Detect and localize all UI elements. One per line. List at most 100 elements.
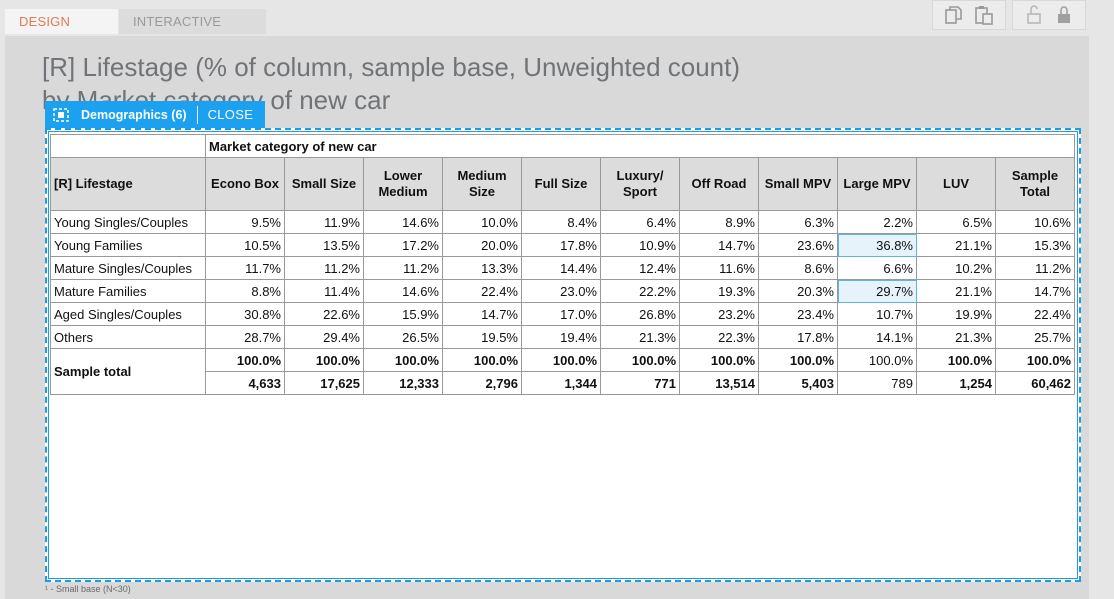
close-button[interactable]: CLOSE [207, 107, 254, 122]
table-cell[interactable]: 14.7% [679, 233, 759, 257]
table-cell[interactable]: 8.4% [521, 210, 601, 234]
table-cell[interactable]: 23.6% [758, 233, 838, 257]
table-cell[interactable]: 26.5% [363, 325, 443, 349]
table-cell[interactable]: 11.2% [995, 256, 1075, 280]
table-cell[interactable]: 23.2% [679, 302, 759, 326]
table-cell[interactable]: 14.7% [995, 279, 1075, 303]
table-cell[interactable]: 6.6% [837, 256, 917, 280]
sample-count-cell[interactable]: 5,403 [758, 371, 838, 395]
sample-count-cell[interactable]: 17,625 [284, 371, 364, 395]
sample-percent-cell[interactable]: 100.0% [600, 348, 680, 372]
tab-interactive-mode[interactable]: INTERACTIVE MODE [119, 9, 266, 54]
sample-count-cell[interactable]: 13,514 [679, 371, 759, 395]
sample-count-cell[interactable]: 60,462 [995, 371, 1075, 395]
table-cell[interactable]: 11.9% [284, 210, 364, 234]
table-cell[interactable]: 25.7% [995, 325, 1075, 349]
table-cell[interactable]: 10.5% [205, 233, 285, 257]
clipboard-group [932, 0, 1006, 30]
sample-percent-cell[interactable]: 100.0% [205, 348, 285, 372]
table-cell[interactable]: 22.4% [995, 302, 1075, 326]
table-cell[interactable]: 21.1% [916, 279, 996, 303]
table-cell[interactable]: 22.3% [679, 325, 759, 349]
table-cell[interactable]: 10.0% [442, 210, 522, 234]
sample-percent-cell[interactable]: 100.0% [521, 348, 601, 372]
sample-count-cell[interactable]: 1,254 [916, 371, 996, 395]
table-cell[interactable]: 22.6% [284, 302, 364, 326]
sample-percent-cell[interactable]: 100.0% [442, 348, 522, 372]
sample-count-cell[interactable]: 2,796 [442, 371, 522, 395]
table-cell[interactable]: 2.2% [837, 210, 917, 234]
sample-percent-cell[interactable]: 100.0% [284, 348, 364, 372]
table-cell[interactable]: 21.3% [600, 325, 680, 349]
table-cell[interactable]: 14.6% [363, 279, 443, 303]
sample-percent-cell[interactable]: 100.0% [758, 348, 838, 372]
table-cell[interactable]: 17.8% [758, 325, 838, 349]
table-cell[interactable]: 10.9% [600, 233, 680, 257]
table-cell[interactable]: 26.8% [600, 302, 680, 326]
table-cell[interactable]: 19.3% [679, 279, 759, 303]
table-cell[interactable]: 19.9% [916, 302, 996, 326]
table-cell[interactable]: 11.4% [284, 279, 364, 303]
sample-percent-cell[interactable]: 100.0% [916, 348, 996, 372]
column-header: Small MPV [758, 157, 838, 211]
table-cell[interactable]: 22.2% [600, 279, 680, 303]
table-cell[interactable]: 15.9% [363, 302, 443, 326]
select-frame-icon[interactable] [45, 101, 77, 128]
table-cell[interactable]: 13.3% [442, 256, 522, 280]
table-cell[interactable]: 11.2% [284, 256, 364, 280]
table-cell[interactable]: 11.2% [363, 256, 443, 280]
table-cell[interactable]: 14.4% [521, 256, 601, 280]
table-cell[interactable]: 17.2% [363, 233, 443, 257]
table-cell[interactable]: 19.5% [442, 325, 522, 349]
paste-icon[interactable] [969, 2, 999, 28]
sample-count-cell[interactable]: 771 [600, 371, 680, 395]
copy-icon[interactable] [939, 2, 969, 28]
table-cell[interactable]: 8.6% [758, 256, 838, 280]
table-cell[interactable]: 10.6% [995, 210, 1075, 234]
sample-percent-cell[interactable]: 100.0% [837, 348, 917, 372]
table-cell[interactable]: 17.0% [521, 302, 601, 326]
table-cell[interactable]: 21.3% [916, 325, 996, 349]
table-cell[interactable]: 14.6% [363, 210, 443, 234]
table-cell[interactable]: 10.2% [916, 256, 996, 280]
table-cell[interactable]: 20.3% [758, 279, 838, 303]
table-cell[interactable]: 19.4% [521, 325, 601, 349]
table-cell[interactable]: 6.3% [758, 210, 838, 234]
table-cell[interactable]: 29.4% [284, 325, 364, 349]
table-cell[interactable]: 14.1% [837, 325, 917, 349]
table-cell[interactable]: 12.4% [600, 256, 680, 280]
table-cell[interactable]: 28.7% [205, 325, 285, 349]
table-cell[interactable]: 6.5% [916, 210, 996, 234]
table-cell[interactable]: 9.5% [205, 210, 285, 234]
sample-percent-cell[interactable]: 100.0% [363, 348, 443, 372]
table-cell[interactable]: 20.0% [442, 233, 522, 257]
lock-icon[interactable] [1049, 2, 1079, 28]
table-cell[interactable]: 11.7% [205, 256, 285, 280]
table-cell[interactable]: 30.8% [205, 302, 285, 326]
table-cell[interactable]: 11.6% [679, 256, 759, 280]
table-cell[interactable]: 8.8% [205, 279, 285, 303]
table-cell[interactable]: 23.0% [521, 279, 601, 303]
toolbar [926, 0, 1086, 30]
sample-percent-cell[interactable]: 100.0% [679, 348, 759, 372]
table-cell[interactable]: 10.7% [837, 302, 917, 326]
table-cell[interactable]: 8.9% [679, 210, 759, 234]
lock-open-icon[interactable] [1019, 2, 1049, 28]
table-cell[interactable]: 17.8% [521, 233, 601, 257]
table-cell[interactable]: 21.1% [916, 233, 996, 257]
selection-handlebar[interactable]: Demographics (6) CLOSE [45, 101, 266, 128]
sample-count-cell[interactable]: 1,344 [521, 371, 601, 395]
table-cell[interactable]: 23.4% [758, 302, 838, 326]
sample-count-cell[interactable]: 12,333 [363, 371, 443, 395]
table-cell[interactable]: 14.7% [442, 302, 522, 326]
sample-count-cell[interactable]: 4,633 [205, 371, 285, 395]
table-cell[interactable]: 36.8% [837, 233, 917, 257]
table-cell[interactable]: 29.7% [837, 279, 917, 303]
tab-design-mode[interactable]: DESIGN MODE [5, 9, 118, 54]
table-cell[interactable]: 6.4% [600, 210, 680, 234]
sample-count-cell[interactable]: 789 [837, 371, 917, 395]
table-cell[interactable]: 15.3% [995, 233, 1075, 257]
sample-percent-cell[interactable]: 100.0% [995, 348, 1075, 372]
table-cell[interactable]: 22.4% [442, 279, 522, 303]
table-cell[interactable]: 13.5% [284, 233, 364, 257]
